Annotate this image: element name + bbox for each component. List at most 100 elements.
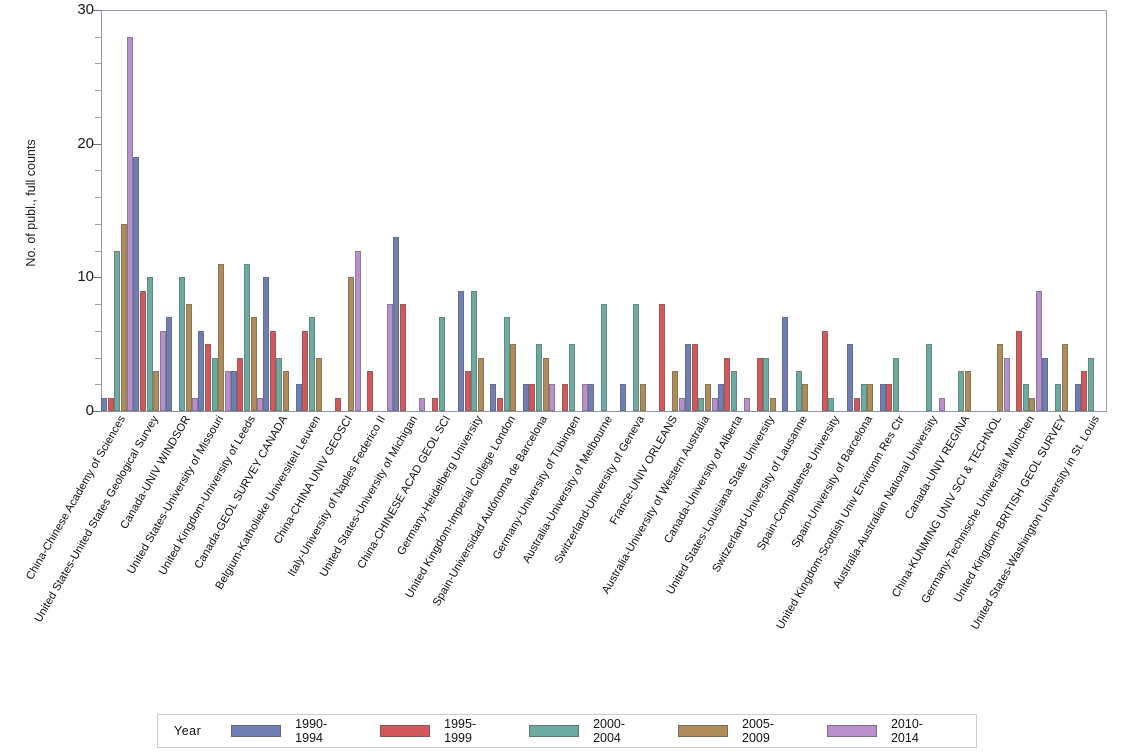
bar-group bbox=[522, 10, 556, 411]
legend-swatch bbox=[827, 725, 877, 737]
y-tick-major bbox=[93, 411, 101, 412]
bar bbox=[763, 357, 770, 411]
bar bbox=[230, 370, 237, 411]
bar-group bbox=[230, 10, 264, 411]
y-tick-minor bbox=[95, 170, 101, 172]
y-tick-label: 20 bbox=[77, 134, 94, 152]
plot-frame bbox=[101, 10, 1107, 411]
bar bbox=[477, 357, 484, 411]
bar bbox=[510, 344, 517, 411]
legend-item[interactable]: 1990-1994 bbox=[231, 717, 348, 745]
y-tick-label: 0 bbox=[85, 402, 94, 419]
bar bbox=[1087, 357, 1094, 411]
y-tick-minor bbox=[95, 116, 101, 118]
y-tick-label: 30 bbox=[77, 1, 94, 18]
bar bbox=[1036, 290, 1043, 411]
bar bbox=[581, 384, 588, 411]
bar bbox=[867, 384, 874, 411]
bar bbox=[257, 397, 264, 411]
bar bbox=[795, 370, 802, 411]
bar bbox=[399, 304, 406, 411]
bar-group bbox=[879, 10, 912, 411]
bar-group bbox=[945, 10, 977, 411]
bar bbox=[600, 304, 607, 411]
legend-label: 2010-2014 bbox=[890, 717, 923, 745]
bar bbox=[1029, 397, 1036, 411]
bar bbox=[244, 263, 251, 411]
bar-group bbox=[1074, 10, 1107, 411]
bar bbox=[283, 370, 290, 411]
y-tick-minor bbox=[95, 330, 101, 332]
y-tick-minor bbox=[95, 63, 101, 65]
bar bbox=[347, 277, 354, 411]
legend-title: Year bbox=[174, 724, 202, 738]
legend-item[interactable]: 2000-2004 bbox=[529, 717, 646, 745]
bar bbox=[1022, 384, 1029, 411]
legend-item[interactable]: 2005-2009 bbox=[678, 717, 795, 745]
bar bbox=[464, 370, 471, 411]
bar bbox=[679, 397, 686, 411]
bar-group bbox=[1010, 10, 1043, 411]
bar bbox=[387, 304, 394, 411]
bar-group bbox=[393, 10, 426, 411]
bar-group bbox=[1042, 10, 1074, 411]
bar bbox=[711, 397, 718, 411]
bar bbox=[691, 344, 698, 411]
bar-group bbox=[165, 10, 199, 411]
bar bbox=[1061, 344, 1068, 411]
bar-group bbox=[782, 10, 814, 411]
bar-group bbox=[133, 10, 166, 411]
y-tick-minor bbox=[95, 384, 101, 386]
bar bbox=[744, 397, 750, 411]
bar bbox=[1081, 370, 1088, 411]
bar bbox=[536, 344, 543, 411]
legend-item[interactable]: 1995-1999 bbox=[380, 717, 497, 745]
legend-label: 2005-2009 bbox=[742, 717, 775, 745]
bar bbox=[457, 290, 464, 411]
bar bbox=[471, 290, 478, 411]
bar-group bbox=[587, 10, 620, 411]
y-tick-major bbox=[93, 10, 101, 11]
legend-label: 1990-1994 bbox=[295, 717, 328, 745]
bar bbox=[127, 36, 134, 411]
legend-swatch bbox=[380, 725, 431, 737]
bar bbox=[185, 304, 192, 411]
legend-item[interactable]: 2010-2014 bbox=[827, 717, 944, 745]
bar bbox=[522, 384, 529, 411]
bar bbox=[101, 397, 108, 411]
bar-group bbox=[328, 10, 361, 411]
bar bbox=[561, 384, 568, 411]
bar bbox=[269, 330, 276, 411]
bar bbox=[860, 384, 867, 411]
y-tick-minor bbox=[95, 36, 101, 38]
bar bbox=[250, 317, 257, 411]
legend-label: 1995-1999 bbox=[444, 717, 477, 745]
bar bbox=[756, 357, 763, 411]
bar bbox=[685, 344, 692, 411]
bar bbox=[490, 384, 497, 411]
bar bbox=[179, 277, 186, 411]
bar bbox=[302, 330, 309, 411]
bar bbox=[107, 397, 114, 411]
bar bbox=[192, 397, 199, 411]
bar-group bbox=[361, 10, 394, 411]
bar-group bbox=[653, 10, 686, 411]
bar bbox=[854, 397, 860, 411]
legend-label: 2000-2004 bbox=[593, 717, 626, 745]
y-tick-major bbox=[93, 143, 101, 145]
bar bbox=[1042, 357, 1049, 411]
legend-items: 1990-1994 1995-1999 2000-2004 2005-2009 2010… bbox=[231, 717, 976, 745]
bar bbox=[153, 370, 160, 411]
bar bbox=[568, 344, 575, 411]
bar-group bbox=[815, 10, 847, 411]
bar bbox=[315, 357, 322, 411]
bar bbox=[503, 317, 510, 411]
bar bbox=[1016, 330, 1023, 411]
bar bbox=[957, 370, 964, 411]
bar-group bbox=[490, 10, 522, 411]
bar bbox=[308, 317, 315, 411]
bar bbox=[879, 384, 886, 411]
bar bbox=[237, 357, 244, 411]
bar-group bbox=[457, 10, 490, 411]
